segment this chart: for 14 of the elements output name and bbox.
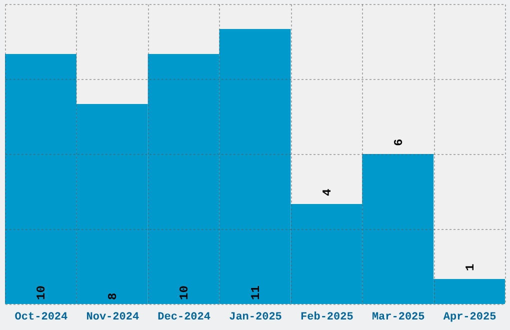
data-label: 6 [392,138,406,146]
x-tick-label: Jan-2025 [229,312,282,324]
x-tick-label: Mar-2025 [372,312,426,324]
x-tick-label: Dec-2024 [158,312,211,324]
data-label: 10 [34,286,49,300]
data-label: 1 [463,264,478,271]
data-label: 10 [178,286,192,300]
data-label: 8 [106,292,120,300]
data-label: 4 [320,188,334,196]
data-label: 11 [249,286,263,300]
x-tick-label: Nov-2024 [86,312,140,324]
x-tick-label: Feb-2025 [300,312,354,324]
x-tick-label: Oct-2024 [14,312,68,324]
x-tick-label: Apr-2025 [443,312,497,324]
